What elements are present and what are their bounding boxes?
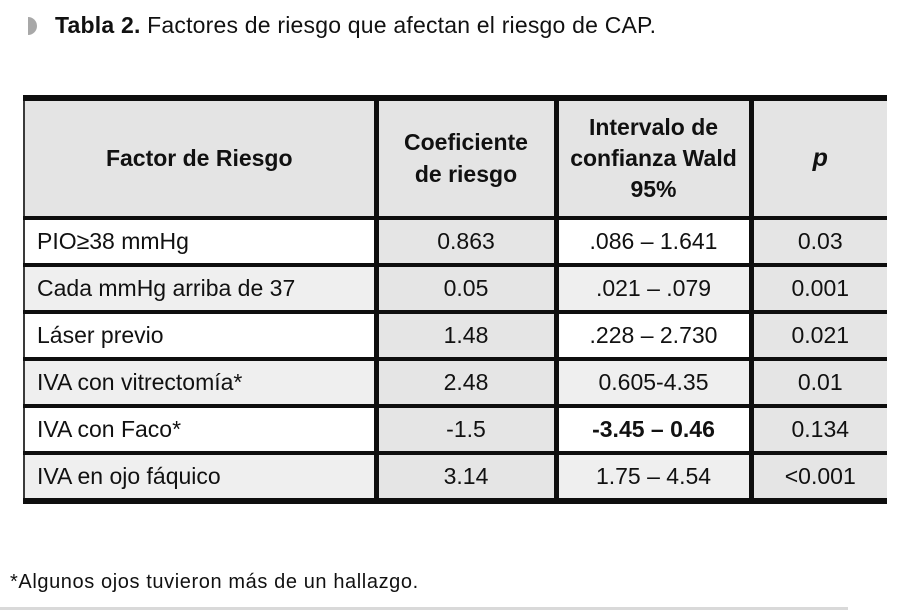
cell-factor: Cada mmHg arriba de 37	[24, 263, 379, 314]
cell-coeficiente: 0.863	[373, 216, 559, 267]
col-header-p: p	[748, 98, 887, 220]
cell-intervalo: .086 – 1.641	[553, 216, 754, 267]
table-row: IVA en ojo fáquico 3.14 1.75 – 4.54 <0.0…	[24, 451, 887, 501]
cell-p: 0.021	[748, 310, 887, 361]
table-row: IVA con vitrectomía* 2.48 0.605-4.35 0.0…	[24, 357, 887, 408]
cell-coeficiente: 3.14	[373, 451, 559, 501]
table-row: Láser previo 1.48 .228 – 2.730 0.021	[24, 310, 887, 361]
risk-factors-table: Factor de Riesgo Coeficiente de riesgo I…	[23, 95, 887, 504]
cell-coeficiente: 2.48	[373, 357, 559, 408]
cell-intervalo: .021 – .079	[553, 263, 754, 314]
cell-factor: IVA con Faco*	[24, 404, 379, 455]
bottom-divider	[0, 607, 848, 610]
cell-intervalo: 0.605-4.35	[553, 357, 754, 408]
cell-intervalo: -3.45 – 0.46	[553, 404, 754, 455]
caption-title: Factores de riesgo que afectan el riesgo…	[140, 12, 657, 38]
table-row: Cada mmHg arriba de 37 0.05 .021 – .079 …	[24, 263, 887, 314]
cell-coeficiente: 1.48	[373, 310, 559, 361]
half-circle-bullet-icon	[28, 16, 37, 35]
header-row: Factor de Riesgo Coeficiente de riesgo I…	[24, 98, 887, 220]
cell-factor: Láser previo	[24, 310, 379, 361]
table-caption: Tabla 2. Factores de riesgo que afectan …	[28, 12, 656, 39]
cell-p: 0.134	[748, 404, 887, 455]
cell-p: 0.001	[748, 263, 887, 314]
cell-p: 0.03	[748, 216, 887, 267]
cell-factor: IVA en ojo fáquico	[24, 451, 379, 501]
table-footnote: *Algunos ojos tuvieron más de un hallazg…	[10, 571, 419, 593]
cell-factor: IVA con vitrectomía*	[24, 357, 379, 408]
cell-intervalo: .228 – 2.730	[553, 310, 754, 361]
cell-p: <0.001	[748, 451, 887, 501]
cell-intervalo: 1.75 – 4.54	[553, 451, 754, 501]
cell-p: 0.01	[748, 357, 887, 408]
col-header-intervalo: Intervalo de confianza Wald 95%	[553, 98, 754, 220]
caption-text: Tabla 2. Factores de riesgo que afectan …	[55, 12, 656, 39]
table-row: IVA con Faco* -1.5 -3.45 – 0.46 0.134	[24, 404, 887, 455]
caption-label: Tabla 2.	[55, 12, 141, 38]
col-header-coeficiente: Coeficiente de riesgo	[373, 98, 559, 220]
col-header-factor: Factor de Riesgo	[24, 98, 379, 220]
cell-factor: PIO≥38 mmHg	[24, 216, 379, 267]
cell-coeficiente: 0.05	[373, 263, 559, 314]
cell-coeficiente: -1.5	[373, 404, 559, 455]
table-row: PIO≥38 mmHg 0.863 .086 – 1.641 0.03	[24, 216, 887, 267]
